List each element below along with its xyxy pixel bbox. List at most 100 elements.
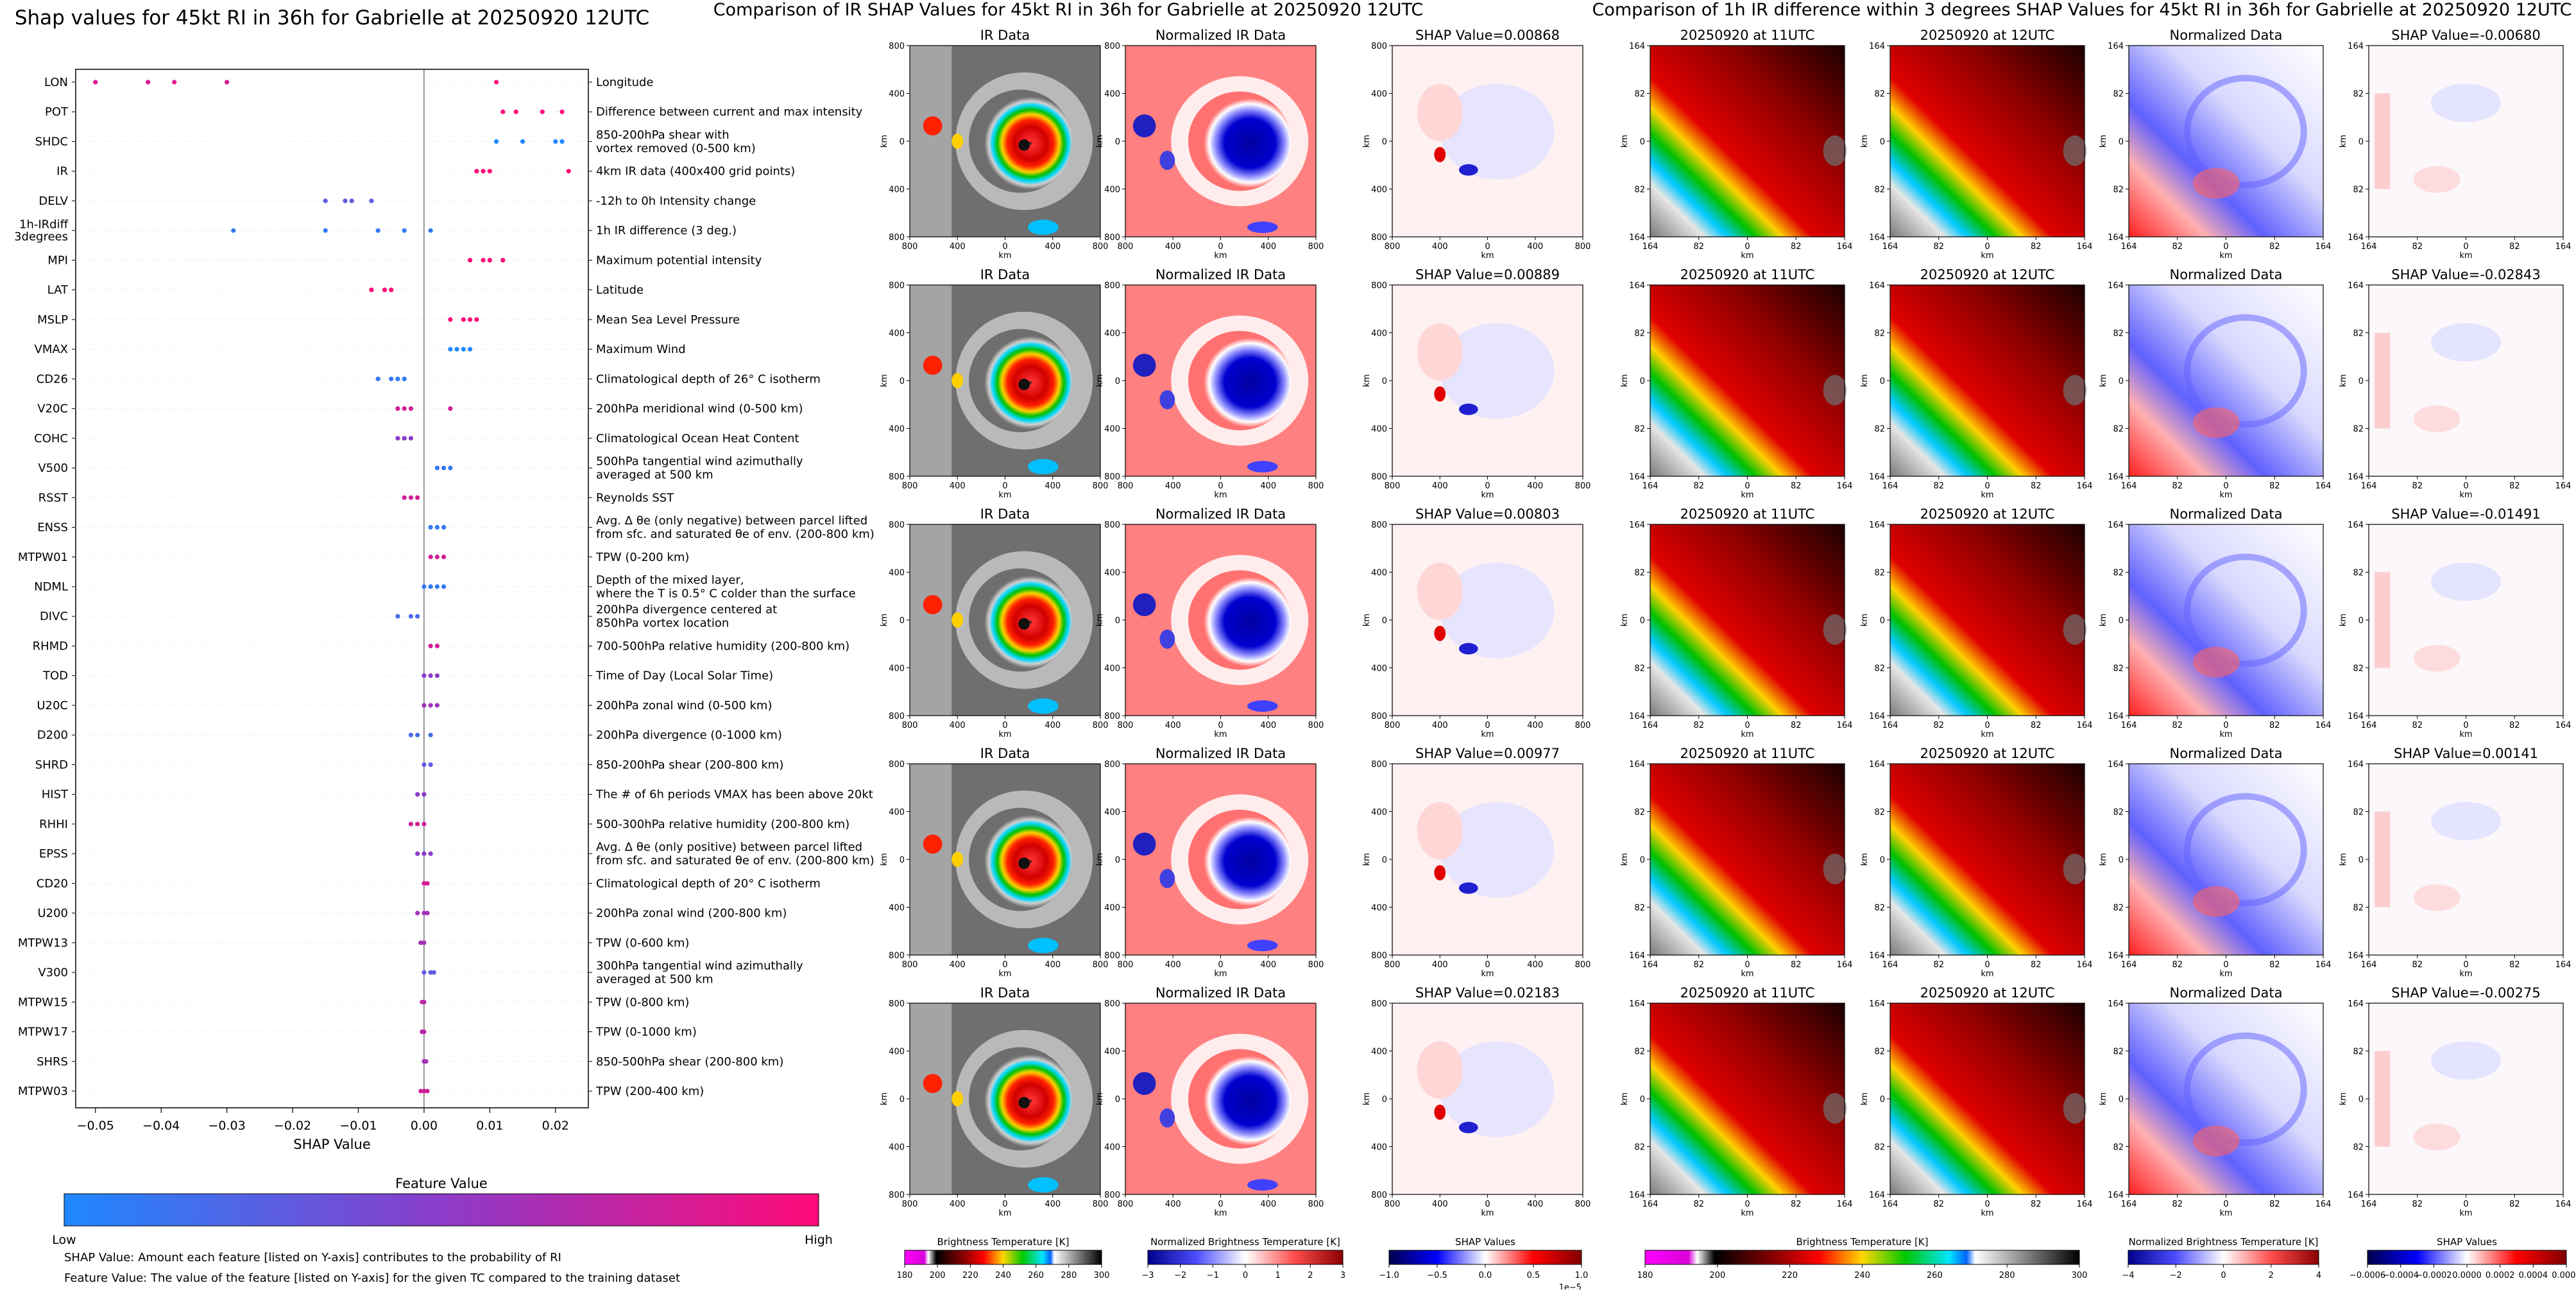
x-tick-label: 82 bbox=[2412, 1200, 2423, 1209]
shap-point bbox=[428, 851, 433, 856]
y-tick-label: 164 bbox=[2348, 999, 2364, 1009]
x-tick-label: 164 bbox=[1882, 1200, 1898, 1209]
y-axis-unit: km bbox=[1362, 614, 1372, 626]
feature-description: 850-200hPa shear with bbox=[596, 128, 729, 142]
y-axis-unit: km bbox=[880, 135, 889, 148]
x-tick-label: 82 bbox=[1791, 481, 1802, 491]
y-tick-label: 82 bbox=[1874, 90, 1885, 99]
y-tick-label: 400 bbox=[1371, 329, 1387, 339]
x-tick-label: 164 bbox=[1837, 242, 1853, 252]
y-tick-label: 0 bbox=[900, 856, 905, 865]
feature-description: 850-200hPa shear (200-800 km) bbox=[596, 758, 783, 771]
y-tick-label: 400 bbox=[889, 569, 905, 578]
feature-description: 500hPa tangential wind azimuthally bbox=[596, 455, 803, 469]
shap-point bbox=[369, 288, 374, 293]
panel-title: 20250920 at 11UTC bbox=[1680, 267, 1815, 282]
x-tick-label: 0 bbox=[1002, 481, 1007, 491]
x-tick-label: 400 bbox=[1432, 481, 1448, 491]
panel-title: 20250920 at 12UTC bbox=[1920, 985, 2055, 1001]
norm-cell bbox=[1247, 940, 1278, 952]
x-tick-label: 400 bbox=[1045, 242, 1061, 252]
ir-cloud-band bbox=[910, 764, 952, 955]
norm-storm bbox=[1188, 809, 1292, 909]
shap-positive-area bbox=[1417, 1041, 1463, 1099]
y-axis-unit: km bbox=[1860, 374, 1870, 387]
x-axis-unit: km bbox=[2459, 969, 2472, 979]
shap-point bbox=[428, 673, 433, 678]
y-tick-label: 164 bbox=[2108, 42, 2124, 51]
norm-cell bbox=[1159, 868, 1175, 888]
feature-name-1h-irdiff: 1h-IRdiff bbox=[19, 218, 69, 232]
y-tick-label: 82 bbox=[2113, 185, 2124, 195]
diff-shap-negative-area bbox=[2430, 802, 2502, 841]
ir-panel-row1-col2: 80080040040000400400800800kmkmNormalized… bbox=[1095, 28, 1324, 261]
norm-colorbar bbox=[1147, 1250, 1343, 1265]
x-tick-label: 164 bbox=[1642, 242, 1659, 252]
x-tick-label: 400 bbox=[1165, 1200, 1181, 1209]
feature-description: 500-300hPa relative humidity (200-800 km… bbox=[596, 818, 849, 831]
x-tick-label: 0 bbox=[2463, 721, 2468, 730]
shap-point bbox=[434, 584, 439, 589]
norm-cell bbox=[1159, 1108, 1175, 1128]
y-tick-label: 400 bbox=[1104, 329, 1120, 339]
x-tick-label: 400 bbox=[950, 1200, 966, 1209]
x-tick-label: 82 bbox=[2031, 1200, 2042, 1209]
y-tick-label: 800 bbox=[1371, 472, 1387, 482]
diff-ir-image bbox=[1650, 285, 1845, 476]
panel-title: IR Data bbox=[980, 28, 1030, 43]
y-tick-label: 164 bbox=[1869, 1191, 1885, 1200]
diff-norm-colorbar-label: Normalized Brightness Temperature [K] bbox=[2129, 1236, 2319, 1248]
feature-name-cd26: CD26 bbox=[37, 372, 68, 386]
diff-shap-negative-area bbox=[2430, 1041, 2502, 1080]
norm-cell bbox=[1132, 354, 1156, 377]
y-axis-unit: km bbox=[2099, 853, 2108, 866]
y-tick-label: 400 bbox=[889, 1047, 905, 1057]
shap-point bbox=[493, 80, 499, 85]
y-tick-label: 0 bbox=[1880, 856, 1885, 865]
shap-positive-area bbox=[1417, 323, 1463, 381]
shap-point bbox=[408, 436, 414, 441]
y-tick-label: 400 bbox=[1104, 425, 1120, 435]
shap-point bbox=[500, 109, 506, 114]
ir-convection-cell bbox=[1028, 1177, 1059, 1193]
shap-point bbox=[418, 940, 423, 945]
x-tick-label: 0 bbox=[1984, 481, 1990, 491]
diff-norm-swirl bbox=[2183, 793, 2307, 907]
y-axis-unit: km bbox=[1860, 135, 1870, 148]
shap-point bbox=[428, 228, 433, 233]
feature-name-lat: LAT bbox=[47, 284, 69, 297]
x-tick-label: 0 bbox=[1485, 960, 1490, 970]
norm-storm bbox=[1188, 331, 1292, 431]
x-tick-label: 164 bbox=[1882, 960, 1898, 970]
y-tick-label: 164 bbox=[2348, 42, 2364, 51]
shap-point bbox=[408, 614, 414, 619]
y-tick-label: 82 bbox=[1874, 1143, 1885, 1153]
y-tick-label: 82 bbox=[1634, 1143, 1645, 1153]
y-tick-label: 82 bbox=[1634, 808, 1645, 818]
x-tick-label: 82 bbox=[2269, 960, 2280, 970]
y-axis-unit: km bbox=[1860, 614, 1870, 626]
y-tick-label: 400 bbox=[1371, 1047, 1387, 1057]
x-tick-label: 82 bbox=[1933, 242, 1944, 252]
shap-point bbox=[422, 762, 427, 768]
panel-title: Normalized Data bbox=[2170, 746, 2283, 761]
y-tick-label: 164 bbox=[1869, 521, 1885, 530]
panel-title: Normalized IR Data bbox=[1156, 267, 1286, 282]
x-tick-label: 0 bbox=[1485, 1200, 1490, 1209]
norm-colorbar-label: Normalized Brightness Temperature [K] bbox=[1150, 1236, 1340, 1248]
diff-ir-image bbox=[1890, 764, 2085, 955]
y-tick-label: 82 bbox=[1874, 185, 1885, 195]
x-tick-label: 400 bbox=[1165, 481, 1181, 491]
feature-description: Mean Sea Level Pressure bbox=[596, 313, 740, 327]
diff-shap-negative-area bbox=[2430, 323, 2502, 362]
y-axis-unit: km bbox=[880, 614, 889, 626]
feature-name-mtpw15: MTPW15 bbox=[18, 995, 68, 1009]
shap-negative-area bbox=[1440, 802, 1555, 898]
y-tick-label: 0 bbox=[1382, 616, 1387, 626]
